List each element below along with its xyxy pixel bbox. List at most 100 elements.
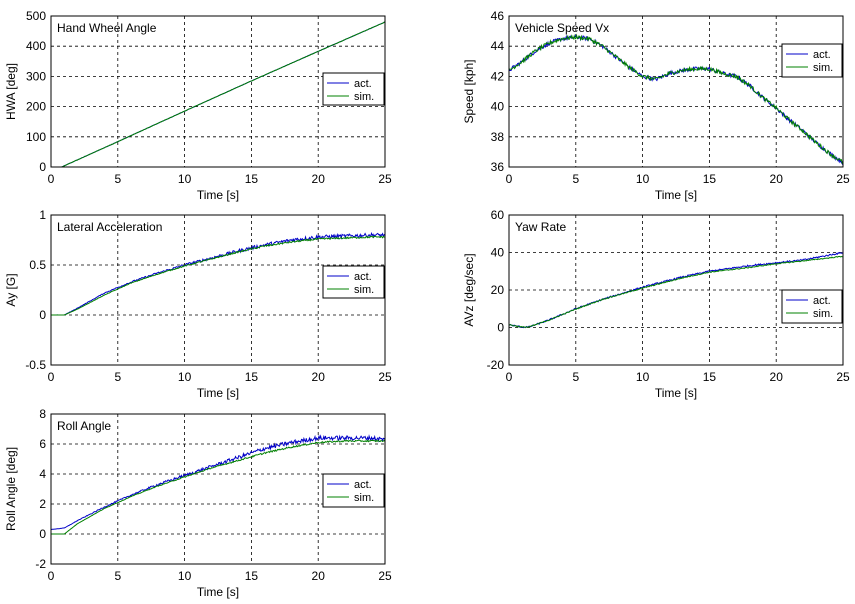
chart-title: Roll Angle [57, 419, 111, 433]
y-tick-label: 8 [39, 407, 46, 421]
chart-title: Lateral Acceleration [57, 220, 162, 234]
y-tick-label: 0 [39, 160, 46, 174]
y-tick-label: 4 [39, 467, 46, 481]
x-tick-label: 0 [506, 172, 513, 186]
series-line-sim [51, 235, 386, 316]
x-tick-label: 15 [703, 370, 717, 384]
legend-label: sim. [354, 492, 374, 504]
x-tick-label: 10 [178, 569, 192, 583]
x-tick-label: 5 [114, 172, 121, 186]
legend: act.sim. [781, 43, 843, 78]
plot-frame [508, 15, 844, 168]
x-tick-label: 10 [178, 172, 192, 186]
y-tick-label: 38 [491, 130, 505, 144]
y-tick-label: 0 [39, 308, 46, 322]
x-tick-label: 20 [312, 569, 326, 583]
plot-frame [50, 15, 386, 168]
y-axis-label: Speed [kph] [462, 59, 476, 123]
x-tick-label: 15 [703, 172, 717, 186]
x-axis-label: Time [s] [655, 188, 697, 202]
y-tick-label: 60 [491, 208, 505, 222]
x-tick-label: 5 [114, 569, 121, 583]
y-tick-label: 100 [26, 130, 46, 144]
series-line-sim [61, 21, 386, 168]
legend: act.sim. [322, 265, 385, 299]
y-axis-label: Ay [G] [4, 273, 18, 306]
legend: act.sim. [322, 72, 385, 106]
plot-frame [50, 214, 386, 366]
y-tick-label: -20 [487, 358, 505, 372]
x-axis-label: Time [s] [655, 386, 697, 400]
legend-box [322, 473, 385, 508]
x-tick-label: 20 [312, 172, 326, 186]
series-line-sim [508, 33, 844, 165]
y-tick-label: 46 [491, 9, 505, 23]
x-tick-label: 20 [312, 370, 326, 384]
y-tick-label: 500 [26, 9, 46, 23]
y-tick-label: 36 [491, 160, 505, 174]
y-tick-label: -0.5 [25, 358, 46, 372]
x-axis-label: Time [s] [197, 386, 239, 400]
legend-label: act. [813, 295, 831, 307]
legend-box [781, 289, 843, 324]
x-tick-label: 25 [378, 370, 392, 384]
x-tick-label: 0 [48, 172, 55, 186]
legend-label: sim. [813, 62, 833, 74]
y-tick-label: 2 [39, 497, 46, 511]
x-tick-label: 25 [378, 172, 392, 186]
plot-area [509, 16, 843, 167]
legend: act.sim. [322, 473, 385, 508]
chart-title: Yaw Rate [515, 220, 566, 234]
y-tick-label: 1 [39, 208, 46, 222]
y-tick-label: 0 [497, 321, 504, 335]
x-tick-label: 5 [572, 172, 579, 186]
series-line-act [51, 231, 386, 316]
legend-box [322, 72, 385, 106]
plot-frame [50, 413, 386, 565]
legend-label: sim. [354, 284, 374, 296]
y-axis-label: Roll Angle [deg] [4, 447, 18, 531]
x-tick-label: 0 [506, 370, 513, 384]
legend-label: act. [354, 479, 372, 491]
y-tick-label: 200 [26, 100, 46, 114]
y-tick-label: 6 [39, 437, 46, 451]
grid-lines [51, 215, 385, 365]
legend-box [781, 43, 843, 78]
x-tick-label: 10 [636, 172, 650, 186]
x-tick-label: 20 [770, 370, 784, 384]
series-line-act [508, 34, 844, 165]
y-tick-label: 0.5 [29, 258, 46, 272]
legend-label: act. [354, 78, 372, 90]
chart-title: Vehicle Speed Vx [515, 21, 609, 35]
x-tick-label: 0 [48, 370, 55, 384]
x-tick-label: 10 [636, 370, 650, 384]
legend-box [322, 265, 385, 299]
chart-hwa: 0 5 10 15 20 25 0 100 200 300 400 500 Time [s] HWA [d… [4, 9, 392, 202]
x-tick-label: 25 [836, 172, 850, 186]
y-tick-label: -2 [35, 557, 46, 571]
series-line-sim [51, 439, 386, 535]
x-tick-label: 15 [245, 172, 259, 186]
y-axis-label: AVz [deg/sec] [462, 253, 476, 326]
x-tick-label: 5 [114, 370, 121, 384]
legend-label: act. [813, 49, 831, 61]
x-tick-label: 10 [178, 370, 192, 384]
x-tick-label: 15 [245, 569, 259, 583]
plot-frame [508, 214, 844, 366]
legend: act.sim. [781, 289, 843, 324]
x-tick-label: 25 [836, 370, 850, 384]
legend-label: act. [354, 271, 372, 283]
y-tick-label: 20 [491, 283, 505, 297]
y-axis-label: HWA [deg] [4, 63, 18, 120]
x-tick-label: 15 [245, 370, 259, 384]
x-tick-label: 0 [48, 569, 55, 583]
x-tick-label: 25 [378, 569, 392, 583]
y-tick-label: 300 [26, 69, 46, 83]
y-tick-label: 42 [491, 69, 505, 83]
y-tick-label: 40 [491, 246, 505, 260]
x-tick-label: 20 [770, 172, 784, 186]
